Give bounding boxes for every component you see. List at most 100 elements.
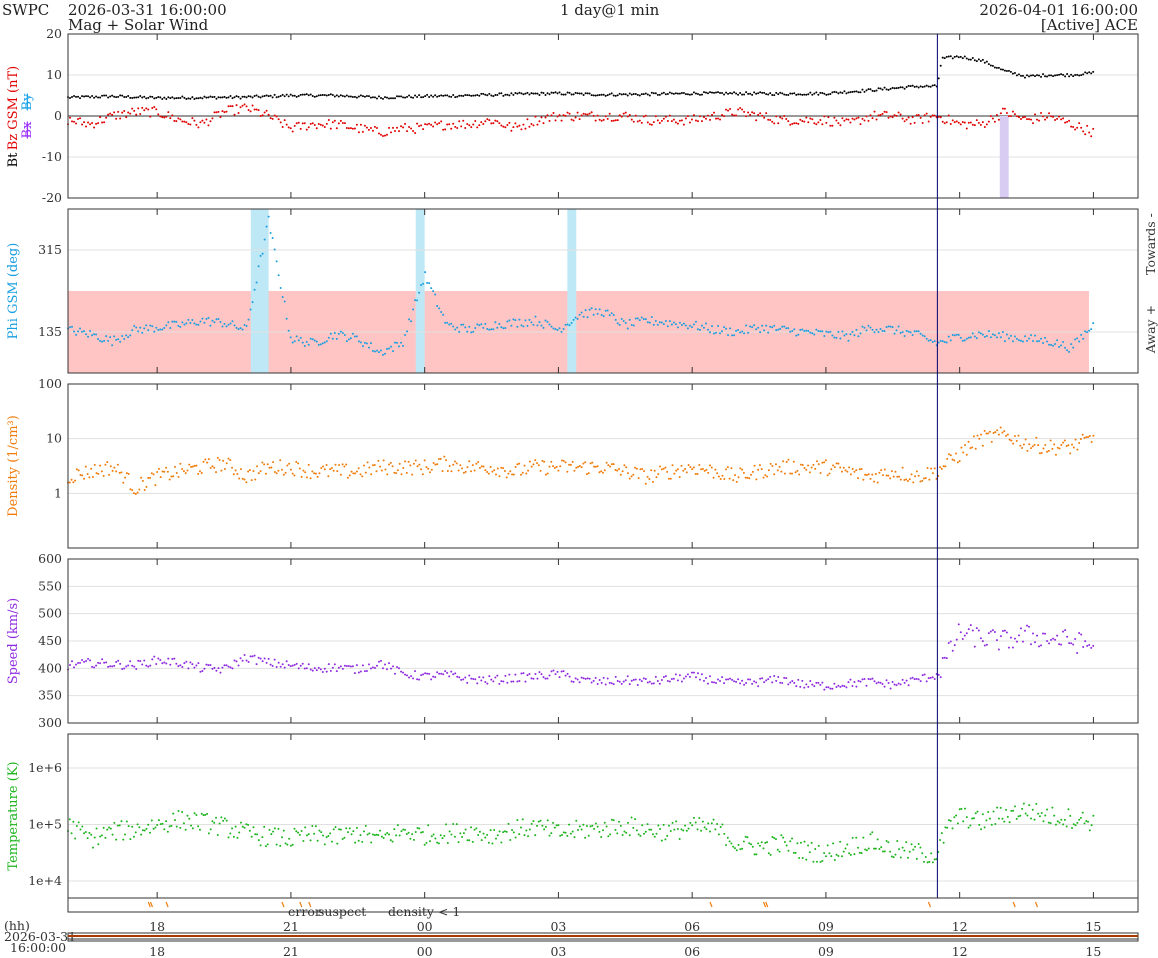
temperature-point [507,822,510,825]
bz-point [953,121,956,124]
temperature-point [901,846,904,849]
bz-point [201,119,204,122]
bz-point [279,121,282,124]
phi-point [847,339,850,342]
bt-point [861,88,864,91]
bt-point [706,92,709,95]
bz-point [879,113,882,116]
bt-point [103,94,106,97]
temperature-point [692,816,695,819]
bt-point [518,91,521,94]
temperature-point [329,832,332,835]
bt-point [711,91,714,94]
phi-point [632,324,635,327]
density-point [803,466,806,469]
speed-point [989,630,992,633]
bt-point [367,95,370,98]
density-point [184,472,187,475]
phi-point [777,328,780,331]
bz-point [313,123,316,126]
temperature-point [1069,814,1072,817]
temperature-point [701,820,704,823]
phi-point [548,323,551,326]
density-point [878,471,881,474]
density-point [373,464,376,467]
temperature-point [518,833,521,836]
phi-point [155,326,158,329]
density-point [573,469,576,472]
density-point [516,463,519,466]
bz-point [787,120,790,123]
density-point [411,473,414,476]
speed-point [87,657,90,660]
density-point [273,471,276,474]
bt-point [516,92,519,95]
temperature-point [248,829,251,832]
phi-point [959,336,962,339]
density-point [723,478,726,481]
bz-point [231,105,234,108]
bz-point [424,123,427,126]
temperature-point [396,824,399,827]
speed-axis-label: Speed (km/s) [6,598,21,684]
bt-point [81,95,84,98]
phi-point [99,339,102,342]
bz-point [1068,119,1071,122]
flag-strip-frame [67,897,1139,913]
density-point [712,476,715,479]
density-point [931,472,934,475]
phi-point [205,318,208,321]
phi-point [123,337,126,340]
temperature-point [186,814,189,817]
speed-ytick-label: 550 [38,578,62,593]
temperature-point [461,835,464,838]
density-point [969,447,972,450]
speed-point [704,676,707,679]
speed-point [662,676,665,679]
phi-point [203,321,206,324]
bz-point [546,114,549,117]
speed-point [1054,638,1057,641]
bt-point [484,93,487,96]
phi-point [999,336,1002,339]
temperature-point [288,837,291,840]
speed-point [747,678,750,681]
bt-point [524,92,527,95]
phi-point [287,329,290,332]
temperature-point [1022,802,1025,805]
density-point [75,468,78,471]
bz-point [945,121,948,124]
density-point [607,464,610,467]
density-point [758,464,761,467]
phi-point [654,320,657,323]
phi-point [73,330,76,333]
phi-point [789,330,792,333]
bt-point [566,91,569,94]
temperature-point [84,830,87,833]
bz-point [301,122,304,125]
density-point [865,474,868,477]
bz-point [337,122,340,125]
phi-point [295,335,298,338]
phi-point [394,341,397,344]
temperature-point [163,828,166,831]
phi-point [831,334,834,337]
bz-point [381,134,384,137]
bt-point [829,92,832,95]
speed-ytick-label: 350 [38,688,62,703]
density-point [266,463,269,466]
temperature-point [726,836,729,839]
bz-point [1021,116,1024,119]
bz-point [434,121,437,124]
bz-point [999,112,1002,115]
bt-point [87,95,90,98]
bz-point [789,123,792,126]
bz-point [181,120,184,123]
bz-point [638,119,641,122]
phi-point [1078,340,1081,343]
density-point [207,458,210,461]
speed-point [580,676,583,679]
bt-point [554,91,557,94]
bt-point [931,84,934,87]
phi-point [241,328,244,331]
